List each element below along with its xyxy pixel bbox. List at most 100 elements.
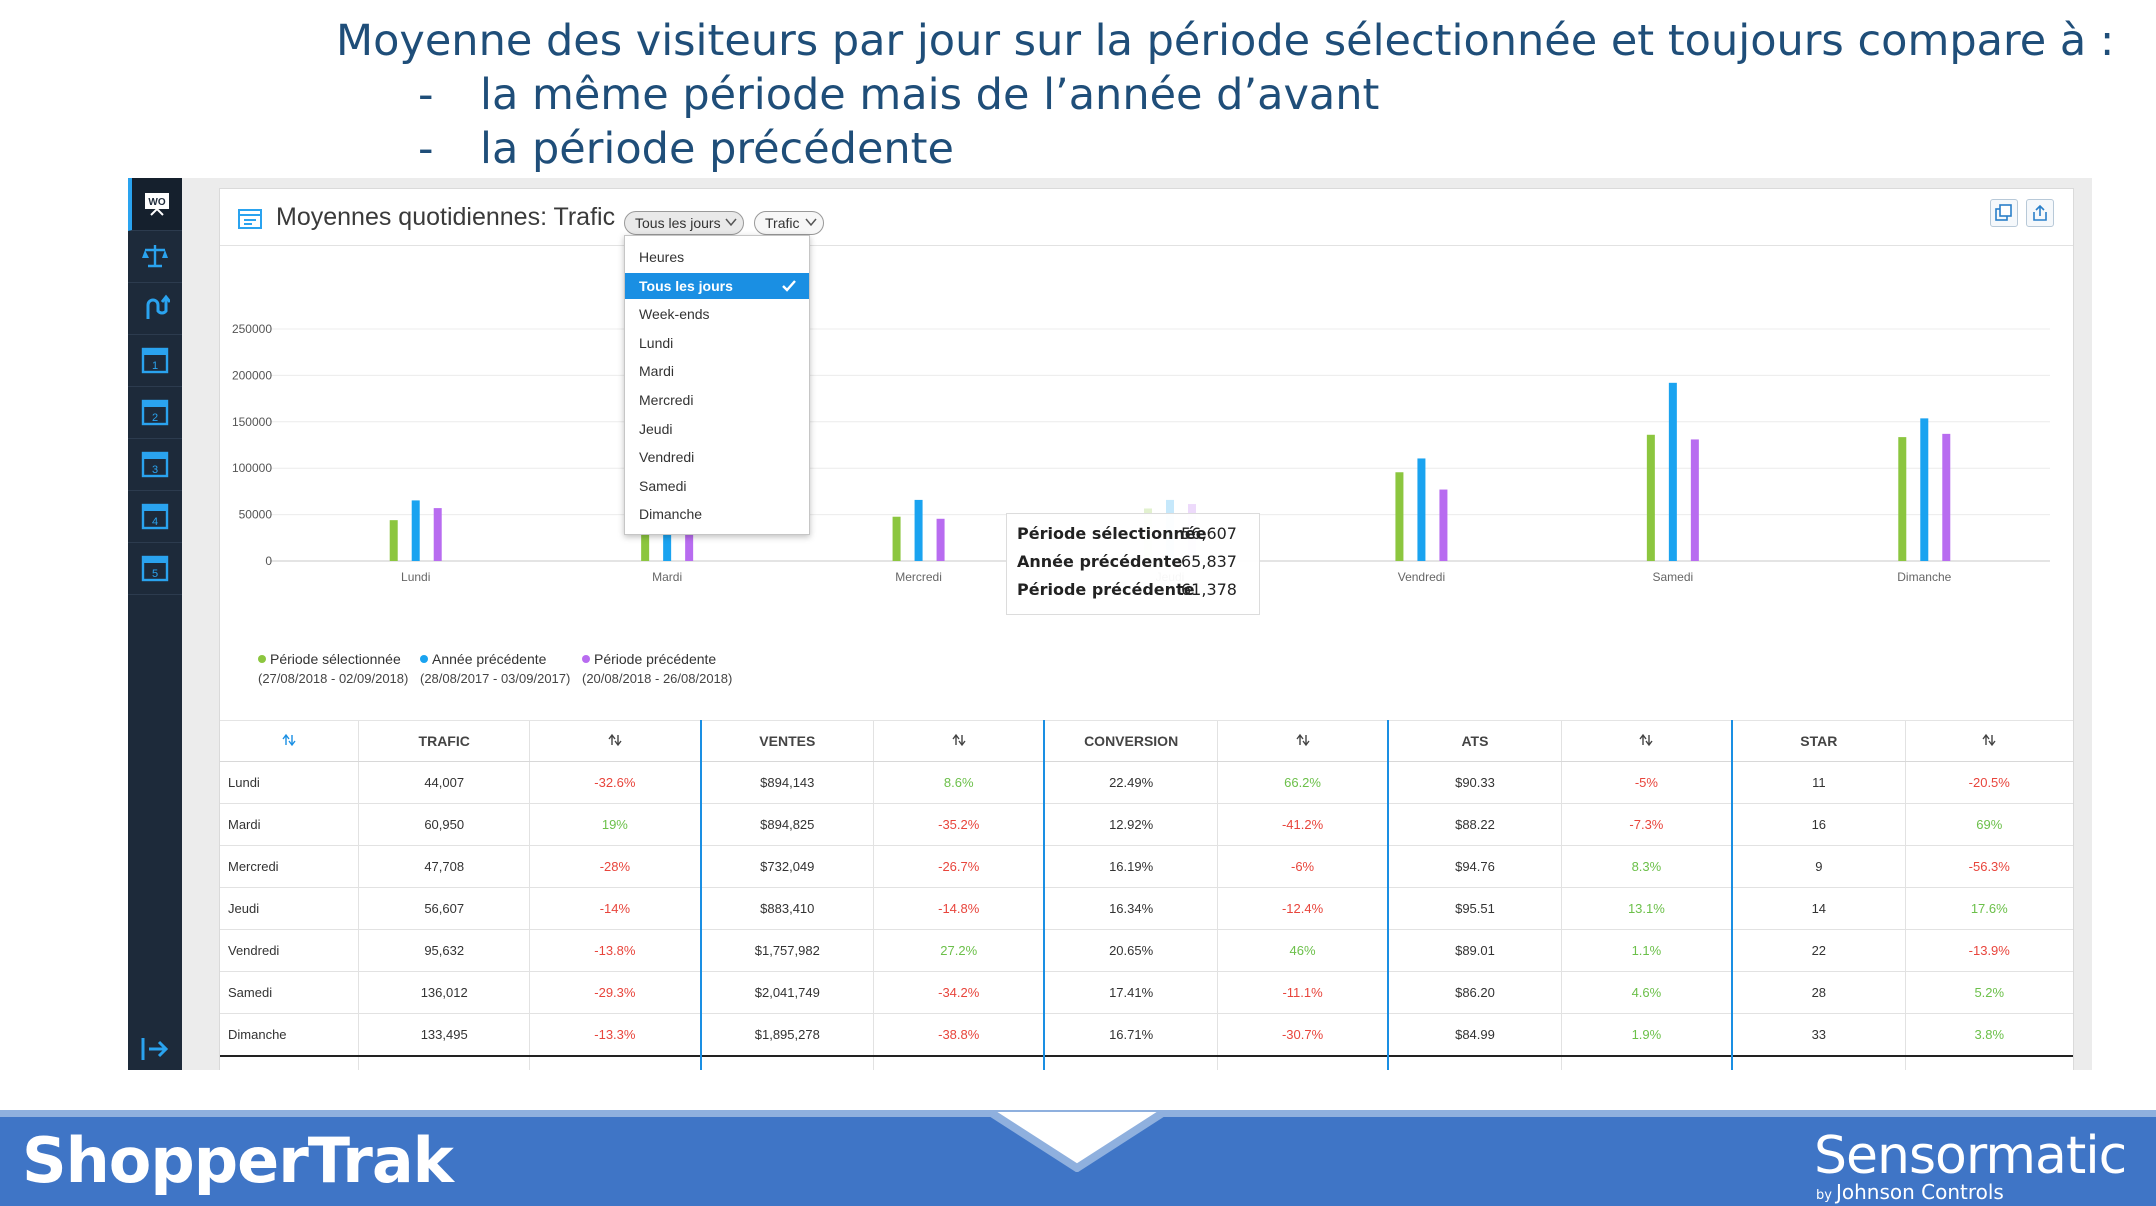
bar[interactable] <box>685 509 694 561</box>
dropdown-option[interactable]: Week-ends <box>639 306 710 323</box>
table-cell: 82,058 <box>358 1055 530 1070</box>
column-header[interactable]: CONVERSION <box>1043 720 1218 762</box>
column-header[interactable]: VENTES <box>699 720 874 762</box>
bar[interactable] <box>1898 437 1907 561</box>
table-cell: 47,708 <box>358 845 530 888</box>
table-cell: 95,632 <box>358 929 530 972</box>
y-tick-label: 0 <box>265 554 272 568</box>
dropdown-option[interactable]: Lundi <box>639 334 674 351</box>
metric-filter-select[interactable]: Trafic <box>754 211 824 235</box>
days-filter-select[interactable]: Tous les jours <box>624 211 744 235</box>
table-cell: $95.51 <box>1387 887 1562 930</box>
slide-heading-area: Moyenne des visiteurs par jour sur la pé… <box>0 0 2156 180</box>
legend-item-prev-period[interactable]: Période précédente (20/08/2018 - 26/08/2… <box>582 651 732 686</box>
dropdown-option[interactable]: Tous les jours <box>625 272 809 299</box>
tagline-by: by <box>1816 1188 1832 1203</box>
sidebar-item-calendar-2[interactable]: 2 <box>128 386 182 439</box>
sort-toggle-header[interactable] <box>1216 720 1389 762</box>
chart-toggle-icon[interactable] <box>238 208 264 230</box>
bar[interactable] <box>1668 382 1677 561</box>
column-header[interactable]: TRAFIC <box>358 720 530 762</box>
legend-item-prev-year[interactable]: Année précédente (28/08/2017 - 03/09/201… <box>420 651 570 686</box>
column-header[interactable]: STAR <box>1731 720 1906 762</box>
dropdown-option[interactable]: Samedi <box>639 477 687 494</box>
copy-button[interactable] <box>1990 199 2018 227</box>
table-cell: 13.1% <box>1560 887 1733 930</box>
wo-logo-icon: WO <box>145 193 169 216</box>
table-cell: 44,007 <box>358 761 530 804</box>
bar[interactable] <box>389 520 398 561</box>
table-cell: -13.9% <box>1904 929 2073 972</box>
sort-toggle-header[interactable] <box>873 720 1045 762</box>
column-header[interactable]: ATS <box>1387 720 1562 762</box>
sort-toggle-header[interactable] <box>1560 720 1733 762</box>
bar[interactable] <box>1942 433 1951 561</box>
calendar-3-icon: 3 <box>141 451 169 478</box>
export-button[interactable] <box>2026 199 2054 227</box>
bullet-marker: - <box>418 70 434 120</box>
bar[interactable] <box>892 516 901 561</box>
sidebar-item-calendar-3[interactable]: 3 <box>128 438 182 491</box>
table-cell: $894,825 <box>699 803 874 846</box>
chart-tooltip: Période sélectionnée56,607 Année précéde… <box>1006 513 1260 615</box>
bar[interactable] <box>1920 418 1929 561</box>
table-cell: 17.6% <box>1904 887 2073 930</box>
y-tick-label: 250000 <box>232 322 272 336</box>
table-cell: 12.92% <box>1043 803 1218 846</box>
legend-range: (20/08/2018 - 26/08/2018) <box>582 671 733 686</box>
export-icon <box>2033 204 2047 221</box>
table-cell: -14% <box>529 887 701 930</box>
exit-arrow-icon[interactable] <box>140 1034 170 1064</box>
tooltip-label: Période sélectionnée <box>1017 524 1207 543</box>
row-label: Jeudi <box>220 887 359 930</box>
dropdown-option[interactable]: Dimanche <box>639 506 703 523</box>
bar[interactable] <box>1646 434 1655 561</box>
bar[interactable] <box>1690 439 1699 561</box>
sort-toggle-header[interactable] <box>220 720 359 762</box>
bar[interactable] <box>936 518 945 561</box>
table-row: Vendredi 95,632 -13.8% $1,757,982 27.2% 20.65… <box>220 929 2073 972</box>
x-tick-label: Samedi <box>1653 570 1694 584</box>
bar[interactable] <box>1439 489 1448 561</box>
bullet-text: la même période mais de l’année d’avant <box>480 70 1380 120</box>
sort-toggle-header[interactable] <box>1904 720 2073 762</box>
sidebar-item-calendar-5[interactable]: 5 <box>128 542 182 595</box>
dropdown-option[interactable]: Vendredi <box>639 449 695 466</box>
table-cell: -11.1% <box>1216 971 1389 1014</box>
table-cell: -29.3% <box>529 971 701 1014</box>
table-cell: -7.3% <box>1560 803 1733 846</box>
table-cell: -5% <box>1904 1055 2073 1070</box>
bar[interactable] <box>1417 458 1426 561</box>
bar[interactable] <box>411 500 420 561</box>
sort-toggle-header[interactable] <box>529 720 701 762</box>
table-cell: $89.01 <box>1387 929 1562 972</box>
table-cell: -26.7% <box>873 845 1045 888</box>
table-cell: 16.71% <box>1043 1013 1218 1057</box>
row-label: Lundi <box>220 761 359 804</box>
sidebar: WO 1 2 3 4 5 <box>128 178 182 1070</box>
table-cell: 16.34% <box>1043 887 1218 930</box>
calendar-number: 1 <box>152 360 158 372</box>
sidebar-item-flow[interactable] <box>128 282 182 335</box>
bar[interactable] <box>433 508 442 561</box>
tooltip-row: Année précédente65,837 <box>1017 552 1237 576</box>
legend-dot <box>582 655 590 663</box>
sidebar-item-compare[interactable] <box>128 230 182 283</box>
sidebar-item-wo[interactable]: WO <box>128 178 182 231</box>
bar[interactable] <box>1395 472 1404 561</box>
sidebar-item-calendar-1[interactable]: 1 <box>128 334 182 387</box>
checkmark-icon <box>782 279 796 292</box>
sensormatic-logo: Sensormatic <box>1814 1126 2127 1186</box>
calendar-5-icon: 5 <box>141 555 169 582</box>
dropdown-option[interactable]: Jeudi <box>639 420 673 437</box>
table-cell: -56.3% <box>1904 845 2073 888</box>
table-cell: 28 <box>1731 971 1906 1014</box>
table-row: Dimanche 133,495 -13.3% $1,895,278 -38.8% 16.… <box>220 1013 2073 1057</box>
bar[interactable] <box>914 499 923 561</box>
dropdown-option[interactable]: Mercredi <box>639 392 694 408</box>
legend-item-selected[interactable]: Période sélectionnée (27/08/2018 - 02/09… <box>258 651 408 686</box>
dropdown-option[interactable]: Heures <box>639 249 685 265</box>
dropdown-option[interactable]: Mardi <box>639 363 675 380</box>
sidebar-item-calendar-4[interactable]: 4 <box>128 490 182 543</box>
shoppertrak-logo: ShopperTrak <box>22 1124 454 1197</box>
